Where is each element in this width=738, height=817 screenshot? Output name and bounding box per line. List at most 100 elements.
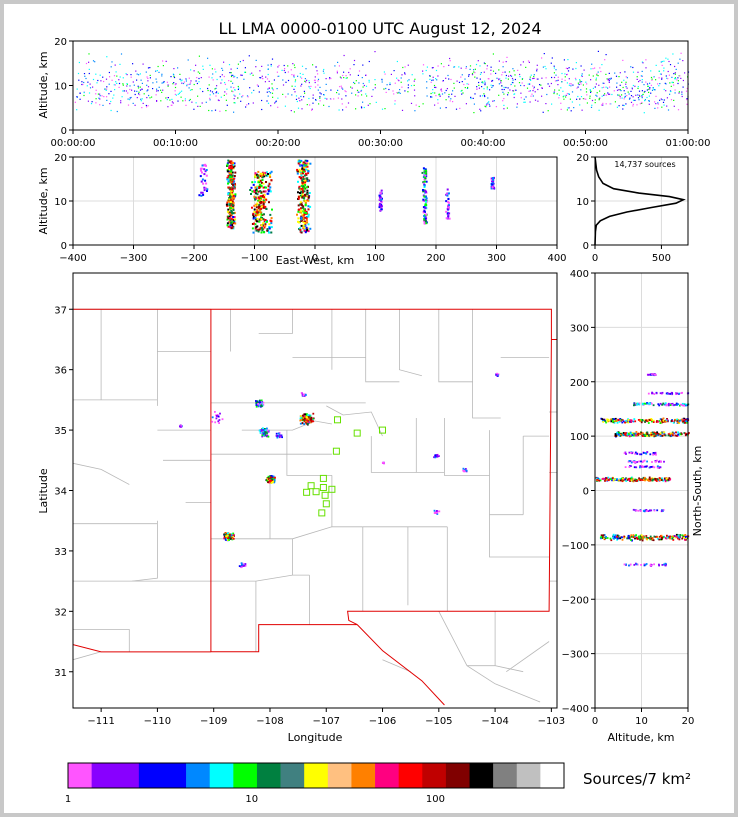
ew-source-cell [303,190,306,193]
time-altitude-source [536,70,538,72]
county-line [494,683,541,703]
time-altitude-source [268,87,270,89]
time-altitude-source [635,94,637,96]
ns-source-cell [641,461,644,463]
map-source-cell [264,434,267,437]
time-altitude-source [655,64,657,66]
time-altitude-source [506,56,508,58]
time-altitude-source [551,103,553,105]
ns-source-cell [683,404,685,407]
time-altitude-source [126,85,128,87]
ew-source-cell [297,197,300,200]
ns-source-cell [637,509,640,512]
chart-title: LL LMA 0000-0100 UTC August 12, 2024 [218,19,541,38]
ew-source-cell [233,211,236,214]
ew-source-cell [300,231,303,234]
time-altitude-source [564,73,566,75]
ew-source-cell [307,172,310,175]
ns-source-cell [674,434,677,437]
ns-source-cell [630,419,633,422]
time-altitude-source [216,85,218,87]
ns-source-cell [614,536,616,538]
time-altitude-source [337,89,339,91]
ns-source-cell [631,452,633,455]
ns-source-cell [671,432,674,435]
ns-source-cell [667,478,670,481]
time-altitude-source [551,57,553,59]
time-altitude-source [407,80,409,82]
time-altitude-source [577,86,579,88]
time-altitude-source [197,105,199,107]
ew-source-cell [423,184,426,187]
time-altitude-source [545,103,547,105]
time-altitude-source [458,66,460,68]
time-altitude-source [110,109,112,112]
time-altitude-source [308,97,310,100]
ew-source-cell [270,222,273,225]
time-altitude-source [226,104,228,106]
time-altitude-source [507,92,509,94]
ns-source-cell [654,460,657,463]
time-altitude-source [201,102,203,104]
ns-source-cell [661,537,663,539]
time-altitude-source [237,97,239,99]
map-source-cell [244,564,247,567]
time-altitude-source [374,79,376,81]
time-altitude-source [572,84,574,86]
ew-source-cell [300,207,302,210]
map-source-cell [214,411,216,413]
county-line [365,309,400,383]
time-altitude-source [323,104,325,106]
ew-source-cell [258,197,261,200]
time-altitude-source [356,89,359,91]
ew-source-cell [262,172,265,175]
time-altitude-source [293,75,295,77]
ew-source-cell [303,200,306,203]
time-altitude-source [106,88,108,90]
time-altitude-source [605,86,607,88]
time-altitude-source [616,89,619,91]
time-altitude-source [456,80,458,82]
map-source-cell [309,418,312,421]
map-source-cell [303,416,306,419]
ns-source-cell [630,477,633,480]
ns-source-cell [625,420,627,422]
ew-source-cell [254,175,257,178]
time-altitude-source [300,85,302,87]
time-altitude-source [130,96,132,99]
time-altitude-source [675,78,677,80]
ns-source-cell [619,435,622,437]
ew-source-cell [264,223,267,226]
time-altitude-source [678,91,680,93]
ns-source-cell [635,434,637,437]
ns-source-cell [664,480,667,483]
time-altitude-source [558,97,560,99]
time-altitude-source [354,82,356,85]
map-source-cell [240,566,243,569]
time-altitude-source [188,77,190,79]
source-count: 14,737 sources [614,160,675,169]
ew-source-cell [256,176,259,179]
time-altitude-source [436,79,438,81]
time-altitude-source [173,76,176,79]
time-altitude-source [566,109,568,111]
time-altitude-source [202,90,204,93]
ew-source-cell [491,183,494,186]
time-altitude-xtick-label: 00:40:00 [461,138,506,149]
ew-source-cell [252,222,255,225]
time-altitude-source [478,81,480,84]
time-altitude-source [205,101,207,103]
ns-source-cell [644,479,646,482]
time-altitude-source [432,89,434,91]
ns-source-cell [603,537,606,540]
ns-source-cell [627,419,630,421]
time-altitude-source [461,93,463,95]
time-altitude-source [479,78,481,80]
time-altitude-source [230,75,233,78]
ns-source-cell [646,435,648,437]
ew-source-cell [227,159,230,162]
time-altitude-source [478,84,480,86]
time-altitude-source [316,70,318,72]
ew-source-cell [232,182,235,185]
